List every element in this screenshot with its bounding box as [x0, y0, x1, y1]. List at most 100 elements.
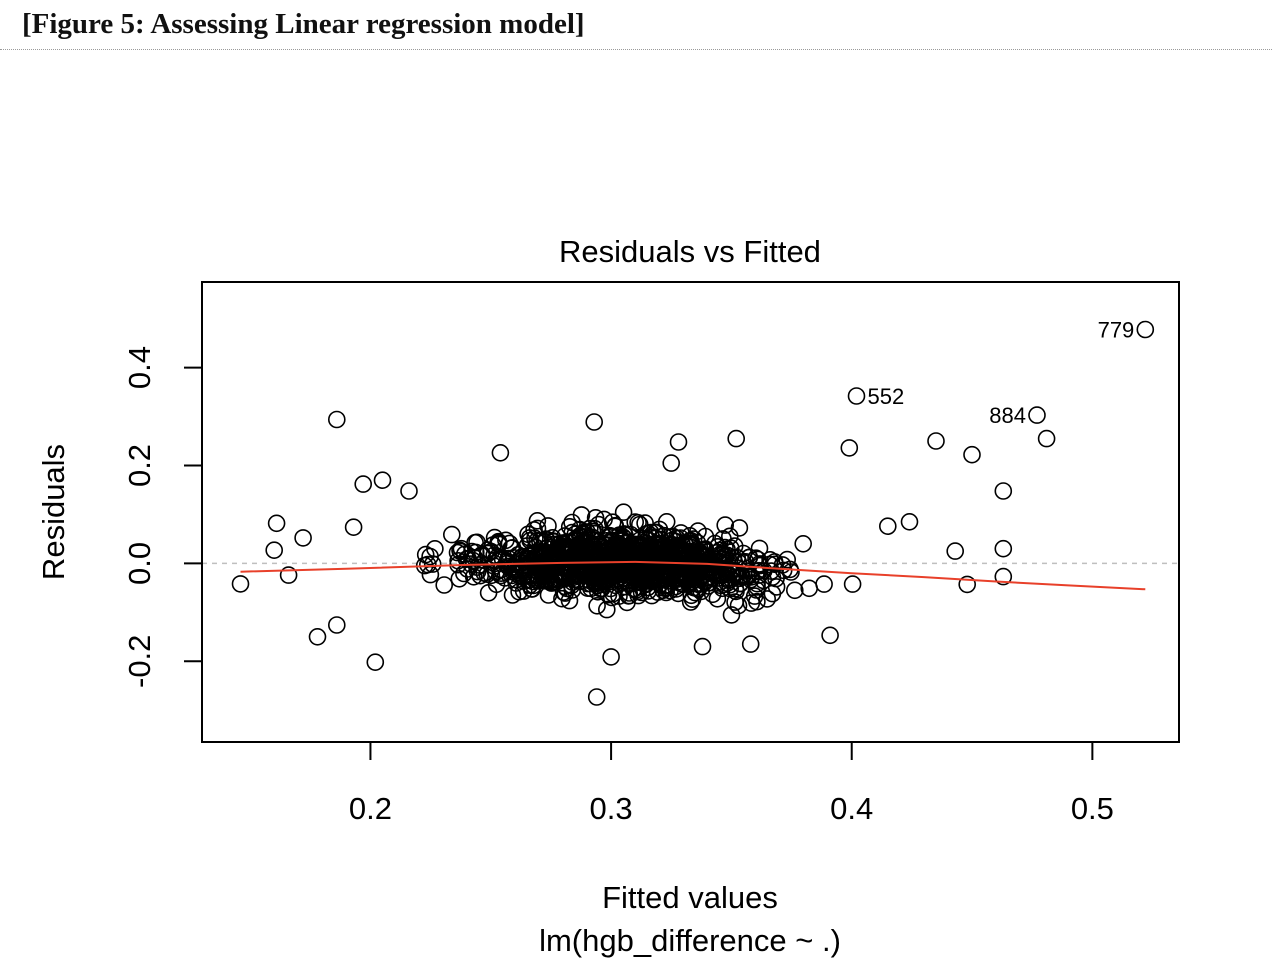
data-point [553, 589, 571, 608]
data-point [673, 535, 692, 554]
data-point [878, 517, 897, 536]
data-point [344, 518, 363, 537]
data-point [766, 555, 784, 574]
data-point [840, 439, 859, 457]
data-point [503, 566, 521, 585]
axes-layer: 0.2 0.3 0.4 0.5 -0.2 0.0 0.2 0.4 [122, 346, 1114, 826]
data-point [606, 516, 625, 535]
data-point [580, 543, 598, 562]
data-point [946, 542, 965, 560]
data-point [590, 568, 608, 587]
data-point [611, 529, 630, 547]
data-point [366, 653, 385, 672]
data-point [843, 575, 862, 593]
data-point [708, 589, 727, 608]
data-point [463, 542, 481, 561]
data-point [294, 529, 312, 547]
data-point [642, 546, 660, 565]
data-point [758, 590, 777, 608]
data-point [747, 549, 765, 568]
data-point [583, 522, 602, 541]
data-point [693, 637, 712, 656]
data-point [555, 569, 574, 588]
y-tick-label: 0.2 [122, 444, 157, 487]
data-point [308, 627, 327, 646]
data-point [588, 596, 606, 615]
data-point [958, 575, 977, 594]
data-point [589, 547, 608, 565]
data-point [692, 567, 711, 585]
labeled-data-point [1028, 406, 1046, 424]
data-point [597, 600, 616, 619]
data-point [631, 531, 649, 549]
x-axis-label: Fitted values [602, 880, 778, 915]
data-point [729, 596, 748, 615]
data-point [963, 445, 981, 464]
data-point [696, 527, 715, 546]
data-point [327, 616, 346, 634]
data-point [468, 533, 486, 552]
data-point [718, 574, 736, 592]
data-point [265, 541, 284, 560]
data-point [435, 576, 454, 594]
data-point [421, 547, 439, 566]
x-tick-label: 0.4 [830, 791, 873, 826]
data-point [570, 526, 589, 545]
data-point [618, 547, 637, 565]
data-point [636, 514, 654, 532]
y-tick-label: 0.4 [122, 346, 157, 389]
data-point [502, 539, 521, 558]
plot-frame [201, 281, 1180, 743]
x-tick-label: 0.3 [590, 791, 633, 826]
data-point [458, 560, 477, 578]
figure-caption: [Figure 5: Assessing Linear regression m… [22, 8, 585, 40]
data-point [642, 528, 661, 547]
point-label: 552 [868, 384, 905, 409]
data-point [485, 546, 504, 565]
data-point [821, 626, 839, 645]
data-point [563, 513, 581, 532]
data-point [491, 443, 510, 462]
data-point [442, 525, 461, 544]
data-point [629, 548, 648, 567]
data-point [815, 575, 833, 593]
data-point [587, 688, 606, 706]
data-point [636, 564, 655, 582]
data-point [585, 519, 604, 538]
data-point [231, 575, 250, 593]
data-point [556, 527, 574, 545]
data-point [730, 519, 749, 537]
data-point [585, 413, 604, 431]
data-point [708, 537, 727, 556]
data-point [279, 566, 298, 584]
data-point [900, 512, 919, 531]
data-point [373, 471, 392, 490]
data-point [782, 563, 800, 581]
data-point [994, 482, 1013, 500]
data-point [489, 534, 508, 552]
data-point [584, 559, 603, 578]
data-point [778, 550, 797, 569]
x-axis-sublabel: lm(hgb_difference ~ .) [539, 923, 841, 958]
data-point [794, 534, 813, 553]
labeled-data-point [847, 387, 866, 405]
data-point [448, 543, 467, 562]
points-layer: 779 552 884 [202, 317, 1179, 706]
data-point [537, 561, 556, 580]
data-point [614, 503, 633, 522]
data-point [626, 513, 645, 531]
data-point [602, 648, 620, 666]
data-point [615, 556, 634, 575]
data-point [927, 432, 945, 450]
data-point [423, 555, 442, 573]
data-point [628, 566, 646, 584]
data-point [722, 606, 741, 624]
data-point [699, 550, 718, 569]
data-point [730, 569, 749, 588]
data-point [669, 433, 688, 451]
data-point [800, 579, 819, 598]
data-point [741, 635, 760, 653]
x-tick-label: 0.2 [349, 791, 392, 826]
data-point [468, 562, 487, 581]
